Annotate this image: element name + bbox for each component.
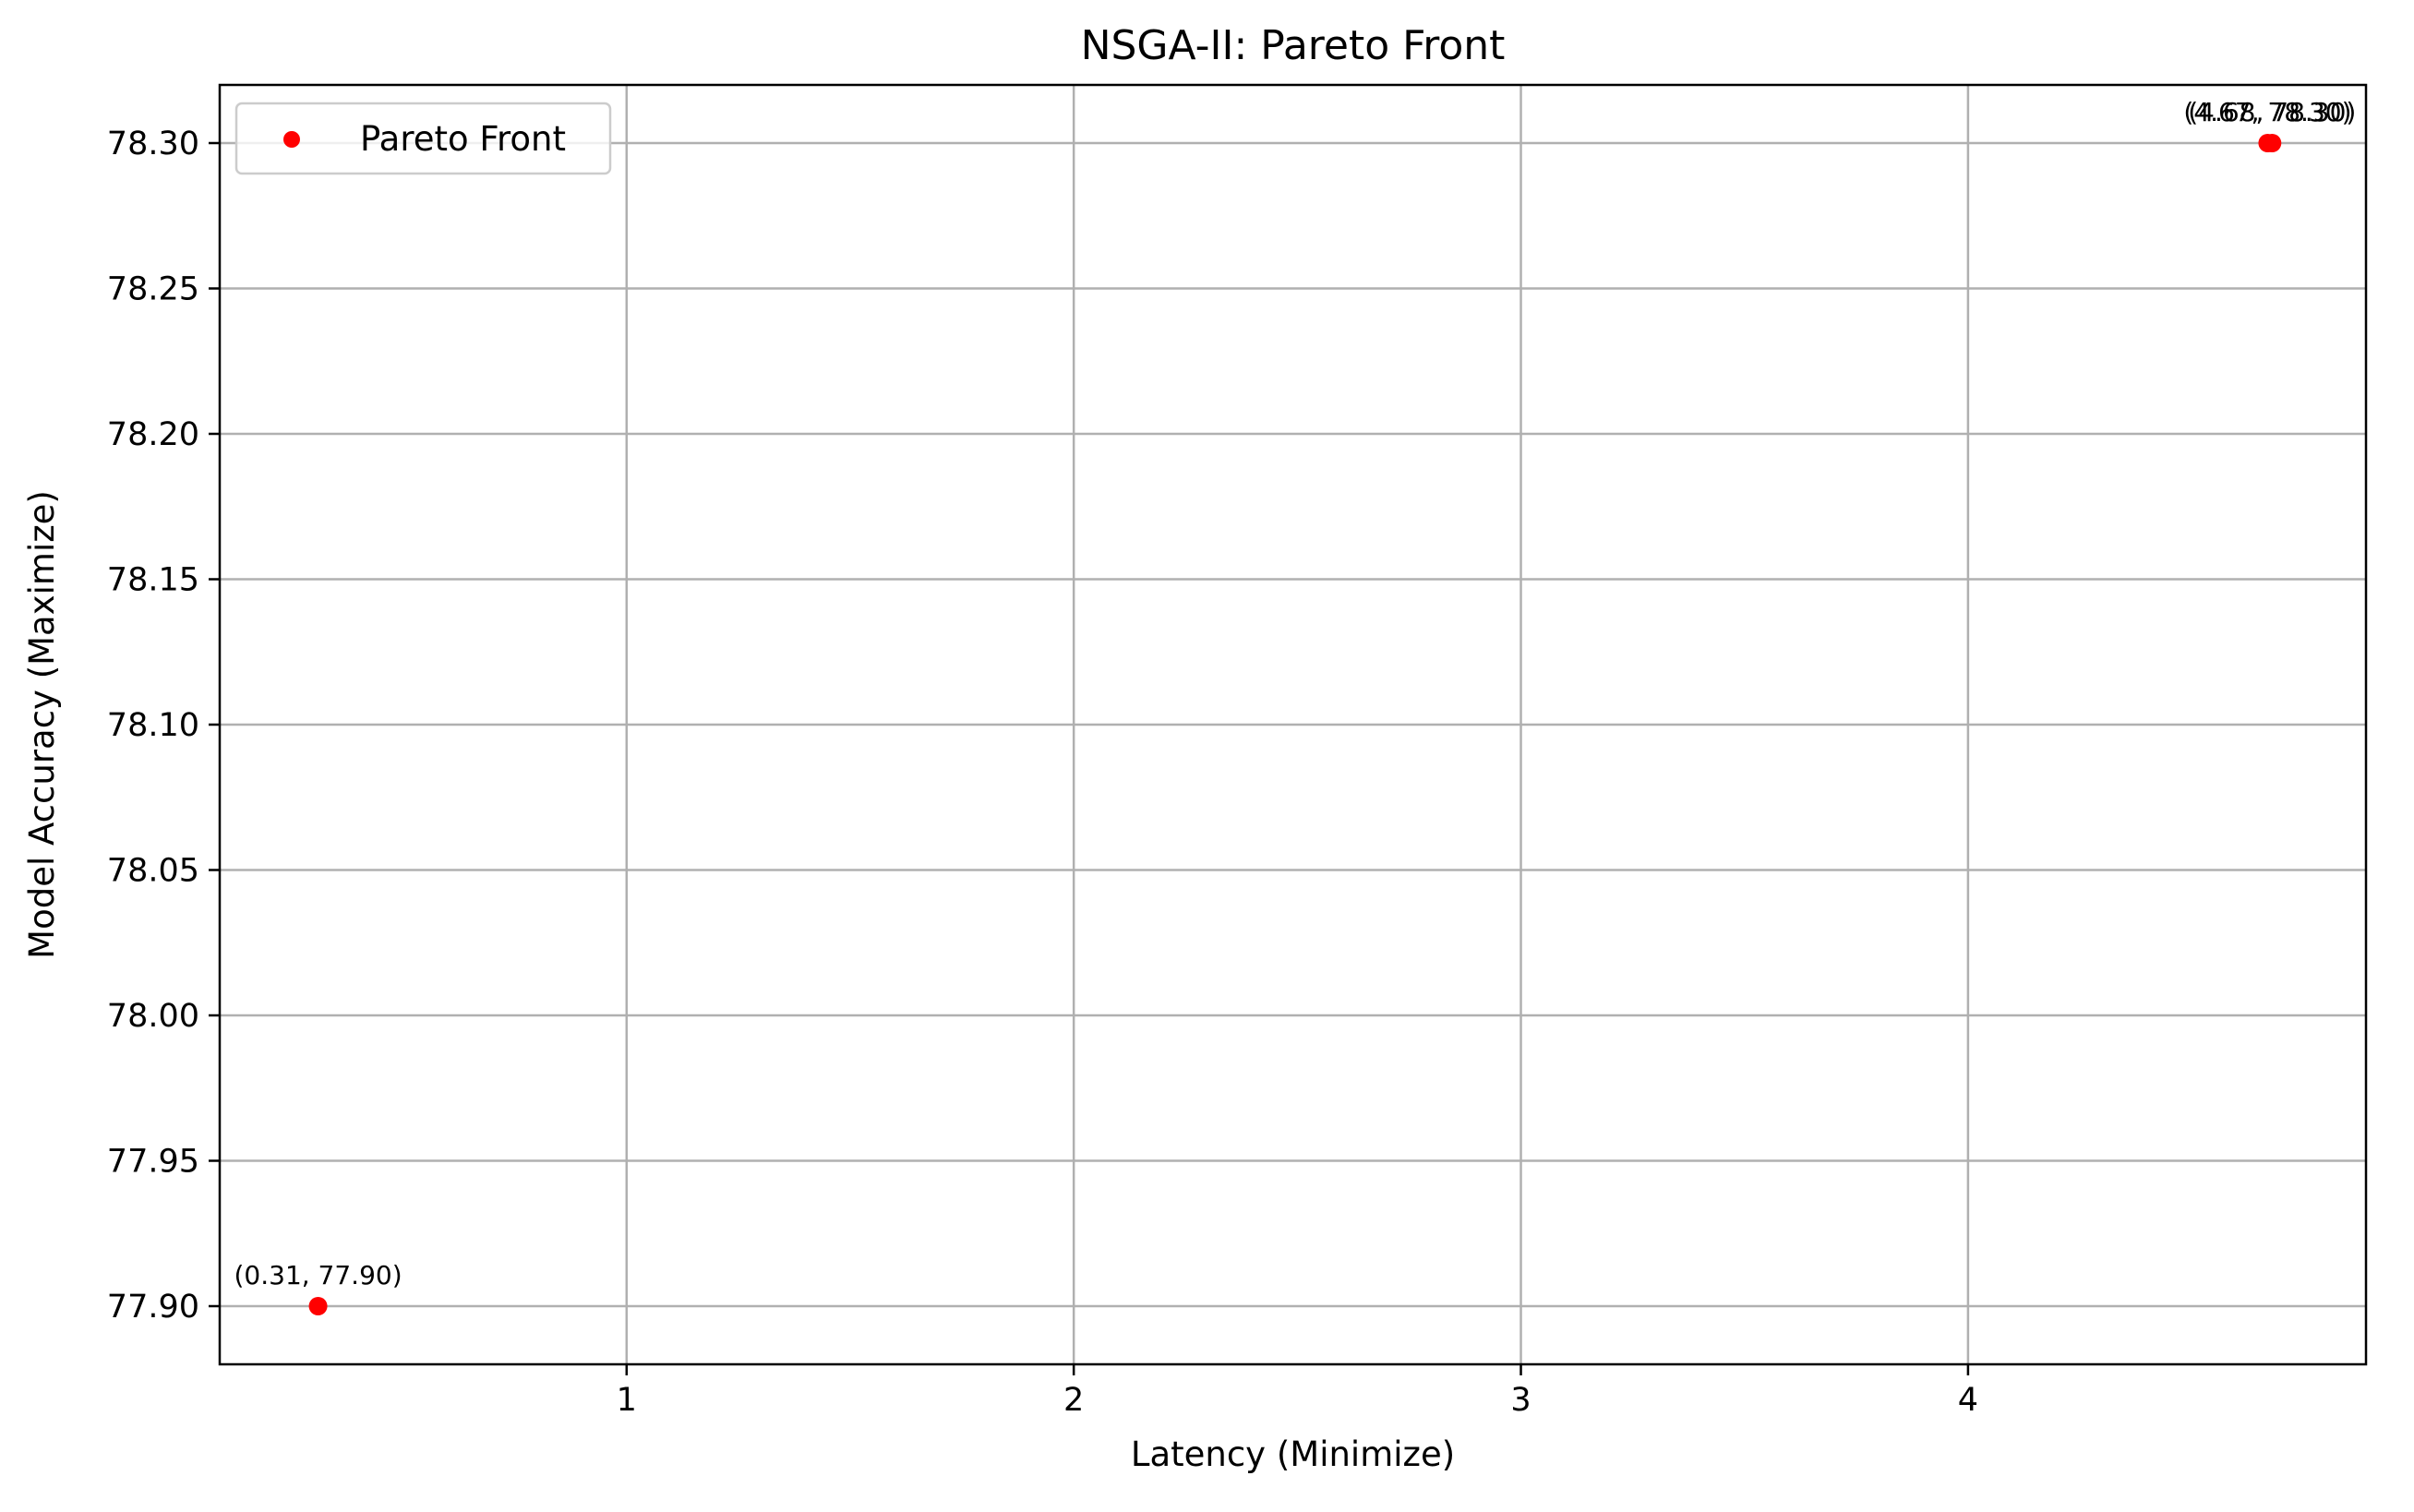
point-annotations: (0.31, 77.90) (4.68, 78.30)(4.67, 78.30) (234, 97, 2356, 1290)
point-annotation: (4.67, 78.30) (2183, 97, 2351, 127)
y-tick-label: 78.10 (107, 707, 199, 744)
x-tick-label: 3 (1510, 1382, 1531, 1419)
y-axis-label: Model Accuracy (Maximize) (22, 490, 62, 959)
x-tick-label: 2 (1063, 1382, 1084, 1419)
plot-frame (218, 83, 2368, 1366)
y-tick-label: 78.00 (107, 998, 199, 1035)
y-tick-label: 77.90 (107, 1289, 199, 1326)
legend: Pareto Front (234, 102, 612, 175)
y-tick-label: 78.15 (107, 562, 199, 599)
ticks: 1 2 3 4 77.90 77.95 78.00 78.05 78.10 78.15 78.20 7… (107, 126, 1978, 1419)
y-tick-label: 78.25 (107, 271, 199, 308)
x-axis-label: Latency (Minimize) (1131, 1434, 1455, 1474)
x-tick-label: 4 (1958, 1382, 1978, 1419)
y-tick-label: 78.30 (107, 126, 199, 162)
data-point (2258, 134, 2277, 152)
legend-marker-pareto-front (283, 131, 300, 148)
y-tick-label: 77.95 (107, 1144, 199, 1181)
y-tick-label: 78.05 (107, 853, 199, 890)
legend-label-pareto-front: Pareto Front (360, 119, 566, 159)
point-annotation: (0.31, 77.90) (234, 1260, 402, 1290)
data-points (308, 134, 2282, 1315)
chart-title: NSGA-II: Pareto Front (1081, 22, 1506, 69)
legend-box (234, 102, 612, 175)
data-point (308, 1297, 328, 1315)
grid (220, 85, 2366, 1364)
y-tick-label: 78.20 (107, 416, 199, 453)
x-tick-label: 1 (617, 1382, 637, 1419)
point-annotation: (4.68, 78.30) (2188, 97, 2356, 127)
